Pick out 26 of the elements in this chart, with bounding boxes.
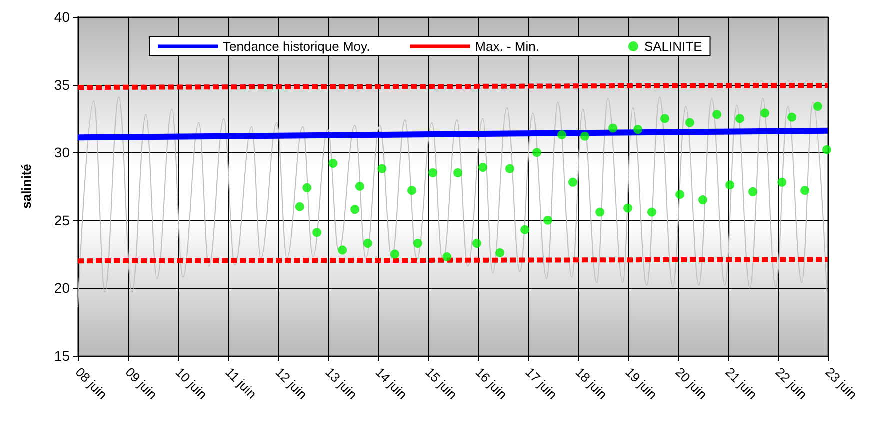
y-tick-label: 25 [54, 212, 70, 228]
legend-label: SALINITE [644, 39, 703, 54]
x-tick-label: 09 juin [122, 364, 160, 402]
x-tick-label: 22 juin [772, 364, 810, 402]
x-tick-label: 23 juin [822, 364, 860, 402]
x-tick-label: 13 juin [322, 364, 360, 402]
x-tick-label: 14 juin [372, 364, 410, 402]
x-tick-label: 18 juin [572, 364, 610, 402]
legend-label: Max. - Min. [475, 39, 540, 54]
y-tick-label: 15 [54, 348, 70, 364]
y-tick-label: 30 [54, 144, 70, 161]
x-tick-label: 16 juin [472, 364, 510, 402]
legend-label: Tendance historique Moy. [223, 39, 370, 54]
x-tick-label: 19 juin [622, 364, 660, 402]
x-tick-label: 11 juin [222, 364, 260, 402]
y-tick-label: 20 [54, 280, 70, 296]
x-tick-label: 21 juin [722, 364, 760, 402]
x-tick-label: 20 juin [672, 364, 710, 402]
y-tick-label: 40 [54, 9, 70, 25]
x-tick-label: 12 juin [272, 364, 310, 402]
y-tick-label: 35 [54, 76, 70, 93]
x-tick-label: 08 juin [72, 364, 110, 402]
x-tick-label: 17 juin [522, 364, 560, 402]
x-tick-label: 10 juin [172, 364, 210, 402]
y-axis-title: salinité [19, 164, 34, 209]
x-tick-label: 15 juin [422, 364, 460, 402]
